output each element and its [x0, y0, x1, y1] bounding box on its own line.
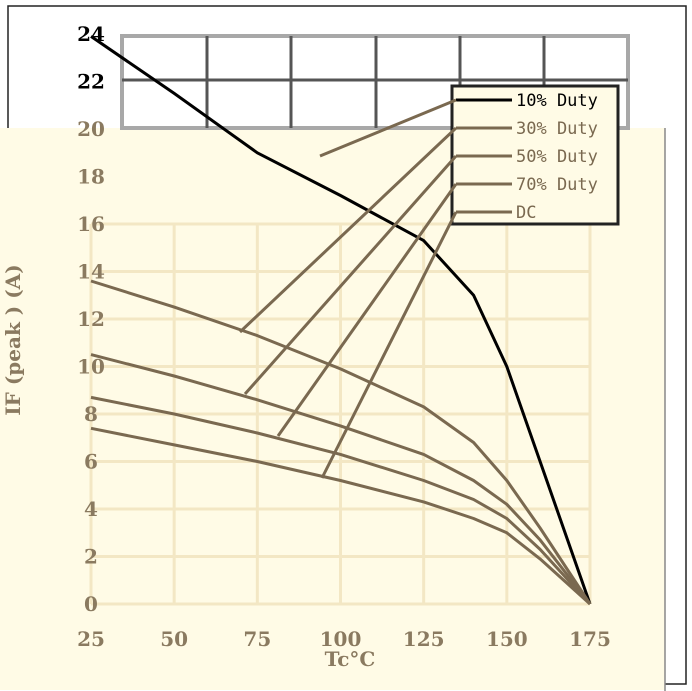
- x-tick-175: 175: [569, 627, 611, 651]
- y-tick-8: 8: [84, 402, 98, 426]
- series-layer: [90, 35, 592, 606]
- legend-leader-2: [243, 155, 458, 395]
- legend-leader-4: [320, 211, 458, 479]
- grid-layer: [89, 34, 630, 606]
- legend-label-2: 50% Duty: [516, 147, 598, 167]
- y-tick-18: 18: [77, 165, 105, 189]
- series-line-4: [90, 426, 592, 606]
- x-tick-150: 150: [486, 627, 528, 651]
- x-tick-25: 25: [77, 627, 105, 651]
- x-tick-50: 50: [160, 627, 188, 651]
- legend-label-3: 70% Duty: [516, 175, 598, 195]
- y-axis-label: IF (peak ) (A): [1, 264, 25, 415]
- legend-leader-1: [238, 126, 458, 334]
- legend-label-4: DC: [516, 203, 536, 223]
- series-line-2: [90, 353, 592, 605]
- y-tick-14: 14: [77, 260, 105, 284]
- y-tick-16: 16: [77, 212, 105, 236]
- legend: 10% Duty 30% Duty 50% Duty 70% Duty DC: [238, 84, 620, 479]
- y-tick-6: 6: [84, 450, 98, 474]
- legend-label-1: 30% Duty: [516, 119, 598, 139]
- series-line-1: [90, 279, 592, 605]
- y-tick-12: 12: [77, 307, 105, 331]
- y-tick-20: 20: [77, 117, 105, 141]
- y-tick-0: 0: [84, 592, 98, 616]
- legend-leader-3: [276, 183, 458, 437]
- x-tick-125: 125: [403, 627, 445, 651]
- series-line-3: [90, 395, 592, 606]
- y-tick-22: 22: [77, 70, 105, 94]
- y-tick-10: 10: [77, 355, 105, 379]
- series-line-0: [90, 35, 592, 605]
- y-tick-2: 2: [84, 545, 98, 569]
- y-tick-4: 4: [84, 497, 98, 521]
- y-tick-24: 24: [77, 22, 105, 46]
- x-tick-100: 100: [320, 627, 362, 651]
- legend-leader-0: [319, 98, 457, 158]
- x-axis-label: Tc°C: [325, 647, 376, 671]
- x-tick-75: 75: [243, 627, 271, 651]
- legend-label-0: 10% Duty: [516, 91, 598, 111]
